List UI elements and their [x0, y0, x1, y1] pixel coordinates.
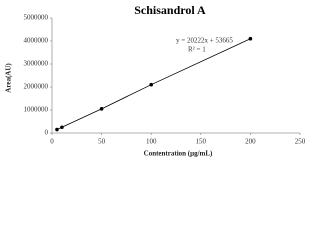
- data-point: [99, 107, 104, 111]
- x-axis-label: Contentration (μg/mL): [144, 150, 213, 158]
- chart-title: Schisandrol A: [134, 3, 206, 17]
- y-tick-label: 3000000: [24, 60, 49, 68]
- y-tick-label: 4000000: [24, 37, 49, 45]
- x-tick-label: 150: [196, 138, 207, 146]
- data-point: [248, 36, 253, 41]
- data-point: [55, 127, 59, 132]
- data-point: [60, 125, 64, 130]
- trendline: [56, 38, 251, 130]
- x-tick-label: 50: [98, 138, 106, 146]
- y-axis-label: Area(AU): [5, 63, 13, 93]
- chart: Schisandrol A Contentration (μg/mL) Area…: [5, 3, 306, 158]
- data-point: [149, 82, 153, 87]
- x-tick-label: 200: [245, 138, 256, 146]
- x-tick-label: 250: [295, 138, 306, 146]
- y-tick-label: 2000000: [24, 83, 49, 91]
- x-tick-label: 0: [50, 138, 54, 146]
- y-tick-label: 1000000: [24, 106, 49, 114]
- y-tick-label: 5000000: [24, 14, 49, 22]
- x-tick-label: 100: [146, 138, 157, 146]
- y-tick-label: 0: [45, 129, 49, 137]
- r-squared-annotation: R² = 1: [188, 46, 206, 54]
- equation-annotation: y = 20222x + 53665: [176, 37, 233, 45]
